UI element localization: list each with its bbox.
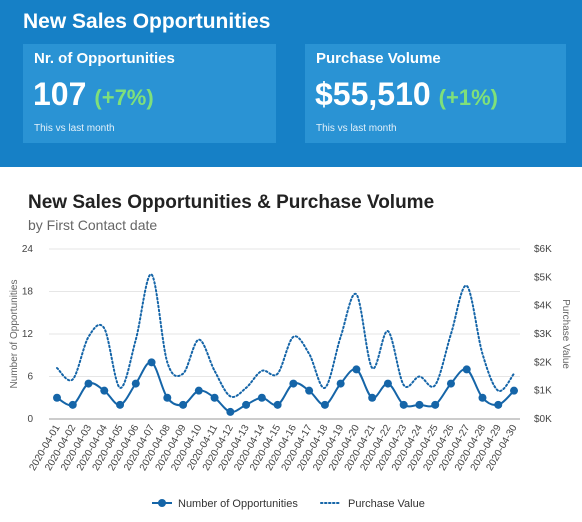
chart-title: New Sales Opportunities & Purchase Volum… <box>28 192 435 213</box>
kpi-label: Nr. of Opportunities <box>34 50 175 67</box>
opportunities-point <box>226 407 235 416</box>
kpi-note: This vs last month <box>316 123 397 134</box>
legend-purchase-label: Purchase Value <box>348 498 425 510</box>
opportunities-point <box>273 400 282 409</box>
kpi-value: 107 <box>33 76 87 112</box>
opportunities-point <box>257 393 266 402</box>
kpi-label: Purchase Volume <box>316 50 441 67</box>
y2-tick-label: $1K <box>534 386 552 397</box>
y2-tick-label: $5K <box>534 272 552 283</box>
y2-tick-label: $0K <box>534 414 552 425</box>
y-axis-title: Number of Opportunities <box>9 280 20 389</box>
y-tick-label: 18 <box>22 287 34 298</box>
opportunities-point <box>289 379 298 388</box>
chart-subtitle: by First Contact date <box>28 217 158 233</box>
opportunities-point <box>415 400 424 409</box>
opportunities-point <box>368 393 377 402</box>
opportunities-chart[interactable]: 0 6 12 18 24 $0K $1K $2K $3K $4K $5K $6K Number of O… <box>0 236 582 522</box>
y2-tick-label: $3K <box>534 329 552 340</box>
opportunities-point <box>163 393 172 402</box>
opportunities-point <box>383 379 392 388</box>
opportunities-point <box>352 365 361 374</box>
opportunities-point <box>305 386 314 395</box>
opportunities-point <box>68 400 77 409</box>
opportunities-point <box>210 393 219 402</box>
kpi-value-row: $55,510 (+1%) <box>315 76 498 113</box>
legend-opportunities-label: Number of Opportunities <box>178 498 298 510</box>
opportunities-point <box>147 358 156 367</box>
opportunities-point <box>462 365 471 374</box>
opportunities-point <box>100 386 109 395</box>
y-tick-label: 0 <box>27 414 33 425</box>
y2-axis-title: Purchase Value <box>560 299 571 369</box>
kpi-note: This vs last month <box>34 123 115 134</box>
opportunities-point <box>53 393 61 402</box>
opportunities-point <box>116 400 125 409</box>
opportunities-point <box>494 400 503 409</box>
opportunities-point <box>431 400 440 409</box>
y2-tick-label: $2K <box>534 357 552 368</box>
opportunities-point <box>510 386 518 395</box>
opportunities-point <box>194 386 203 395</box>
y-tick-label: 24 <box>22 244 34 255</box>
kpi-delta: (+1%) <box>438 85 498 110</box>
opportunities-point <box>320 400 329 409</box>
kpi-value-row: 107 (+7%) <box>33 76 154 113</box>
legend-opportunities-marker <box>158 499 166 507</box>
y2-tick-label: $6K <box>534 244 552 255</box>
opportunities-point <box>242 400 251 409</box>
y-tick-label: 12 <box>22 329 34 340</box>
kpi-card-purchase-volume[interactable]: Purchase Volume $55,510 (+1%) This vs las… <box>305 44 566 143</box>
opportunities-point <box>478 393 487 402</box>
opportunities-point <box>446 379 455 388</box>
banner-title: New Sales Opportunities <box>23 10 271 33</box>
opportunities-line <box>56 361 515 414</box>
top-banner: New Sales Opportunities Nr. of Opportuni… <box>0 0 582 167</box>
opportunities-point <box>399 400 408 409</box>
kpi-value: $55,510 <box>315 76 431 112</box>
y2-tick-label: $4K <box>534 301 552 312</box>
purchase-value-line <box>56 273 515 398</box>
y-tick-label: 6 <box>27 372 33 383</box>
opportunities-point <box>336 379 345 388</box>
opportunities-point <box>84 379 93 388</box>
opportunities-point <box>131 379 140 388</box>
opportunities-point <box>179 400 188 409</box>
kpi-card-opportunities[interactable]: Nr. of Opportunities 107 (+7%) This vs la… <box>23 44 276 143</box>
kpi-delta: (+7%) <box>94 85 154 110</box>
